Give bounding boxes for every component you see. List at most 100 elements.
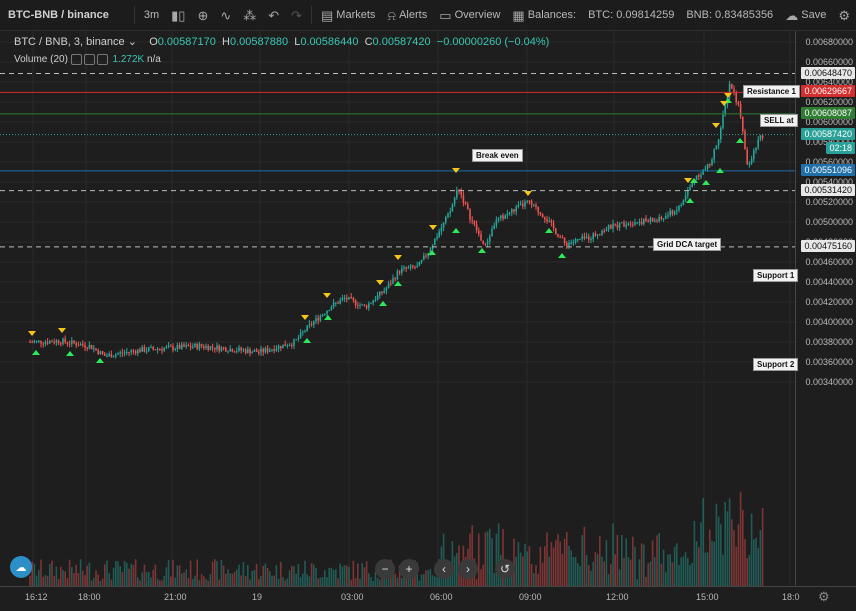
candle [409, 265, 412, 268]
candle [51, 341, 53, 343]
markets-icon: ▤ [320, 7, 334, 23]
volume-bar [671, 562, 674, 586]
templates-icon[interactable]: ⁂ [243, 7, 257, 23]
volume-bar [761, 508, 764, 586]
app-logo-icon[interactable]: ☁ [10, 556, 32, 578]
volume-bar [669, 554, 671, 586]
settings-icon[interactable] [83, 54, 95, 65]
interval-button[interactable]: 3m [143, 9, 160, 21]
candle [277, 345, 280, 349]
volume-bar [592, 561, 594, 586]
candle [31, 342, 33, 344]
candle [339, 300, 341, 304]
volume-bar [359, 578, 361, 586]
compare-icon[interactable]: ∿ [220, 7, 232, 23]
scroll-left-button[interactable]: ‹ [434, 559, 454, 579]
candle [150, 346, 152, 348]
volume-bar [187, 577, 190, 586]
volume-bar [251, 571, 253, 586]
volume-bar [482, 564, 484, 586]
close-icon[interactable] [96, 54, 108, 65]
candle [244, 349, 247, 353]
divider [134, 6, 135, 24]
volume-bar [361, 563, 363, 586]
legend-symbol[interactable]: BTC / BNB, 3, binance [14, 36, 125, 48]
balances-button[interactable]: ▦ Balances: [506, 0, 582, 30]
candle [704, 168, 707, 170]
candle [673, 211, 676, 215]
zoom-in-button[interactable]: + [399, 559, 419, 579]
settings-icon[interactable]: ⚙ [838, 7, 850, 23]
volume-bar [423, 574, 425, 586]
price-axis[interactable]: 0.00680000 0.00660000 0.00640000 0.00620000… [795, 31, 856, 586]
scroll-right-button[interactable]: › [458, 559, 478, 579]
alerts-button[interactable]: ⍾ Alerts [381, 0, 433, 30]
markets-label: Markets [336, 9, 376, 21]
redo-icon[interactable]: ↷ [291, 7, 303, 23]
candle [423, 255, 425, 260]
eye-icon[interactable] [70, 54, 82, 65]
volume-bar [280, 561, 282, 586]
buy-marker [690, 178, 698, 183]
undo-icon[interactable]: ↶ [268, 7, 280, 23]
volume-bar [216, 560, 218, 586]
candle [328, 310, 330, 312]
candle [700, 174, 702, 177]
sell-marker [724, 93, 732, 98]
candle [632, 224, 634, 226]
candle [163, 348, 165, 351]
candle [258, 352, 260, 354]
volume-bar [372, 580, 374, 586]
candle [266, 348, 269, 352]
candle [352, 297, 355, 301]
open-value: 0.00587170 [157, 36, 216, 48]
candle [343, 297, 346, 299]
volume-bar [40, 559, 42, 586]
candle-style-icon[interactable]: ▮▯ [171, 7, 186, 23]
volume-bar [649, 561, 652, 586]
volume-bar [599, 536, 601, 586]
volume-bar [713, 541, 715, 586]
volume-bar [253, 570, 256, 586]
axis-settings-icon[interactable]: ⚙ [818, 589, 830, 604]
candle [601, 230, 603, 236]
price-chart[interactable] [0, 31, 795, 586]
candle [62, 338, 64, 344]
chevron-down-icon[interactable]: ⌄ [127, 36, 137, 48]
candle [165, 346, 168, 349]
candle [376, 295, 379, 300]
candle [757, 139, 759, 148]
volume-bar [579, 566, 581, 586]
markets-button[interactable]: ▤ Markets [315, 0, 381, 30]
volume-bar [247, 564, 249, 586]
candle [247, 349, 249, 353]
symbol-search[interactable]: BTC-BNB / binance [8, 9, 109, 21]
candle [231, 348, 234, 352]
candle [64, 338, 66, 343]
candle [508, 212, 511, 214]
volume-bar [603, 561, 605, 586]
volume-bar [665, 572, 667, 586]
zoom-out-button[interactable]: − [375, 559, 395, 579]
volume-bar [211, 561, 214, 586]
candle [242, 349, 245, 351]
candle [302, 331, 304, 333]
save-button[interactable]: ☁ Save [779, 0, 832, 30]
candle [286, 345, 289, 347]
high-label: H [222, 36, 230, 48]
add-indicator-icon[interactable]: ⊕ [197, 7, 209, 23]
volume-bar [418, 580, 421, 586]
volume-bar [308, 576, 311, 586]
time-axis[interactable]: 16:12 18:00 21:00 19 03:00 06:00 09:00 12:00 15:… [0, 586, 856, 611]
volume-bar [570, 550, 572, 586]
candle [161, 349, 163, 351]
reset-chart-button[interactable]: ↺ [495, 559, 515, 579]
overview-button[interactable]: ▭ Overview [433, 0, 506, 30]
candle [638, 221, 641, 223]
volume-bar [337, 578, 339, 586]
buy-marker [66, 351, 74, 356]
candle [623, 222, 625, 227]
balances-label: Balances: [527, 9, 577, 21]
volume-bar [222, 565, 225, 586]
sell-marker [429, 225, 437, 230]
